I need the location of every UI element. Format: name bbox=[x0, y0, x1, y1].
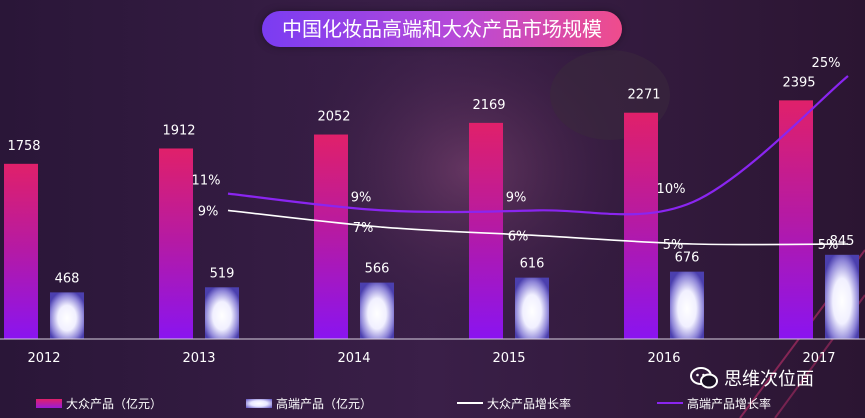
legend-swatch bbox=[36, 398, 62, 408]
x-tick-label: 2013 bbox=[182, 351, 215, 366]
mass-bar-series bbox=[4, 100, 813, 340]
mass-growth-point-label: 5% bbox=[818, 238, 839, 253]
mass-growth-point-label: 7% bbox=[353, 221, 374, 236]
premium-growth-point-label: 10% bbox=[657, 182, 686, 197]
mass-bar bbox=[4, 163, 38, 339]
legend-swatch bbox=[657, 402, 683, 404]
x-tick-label: 2015 bbox=[492, 351, 525, 366]
wechat-watermark: 思维次位面 bbox=[690, 364, 814, 392]
legend-label: 大众产品增长率 bbox=[487, 396, 572, 411]
premium-bar bbox=[50, 292, 84, 339]
premium-bar-value-label: 845 bbox=[830, 234, 855, 249]
mass-bar-value-label: 2395 bbox=[782, 75, 815, 90]
premium-growth-point-label: 9% bbox=[506, 190, 527, 205]
premium-bar bbox=[360, 282, 394, 339]
premium-growth-line bbox=[227, 75, 849, 216]
watermark-text: 思维次位面 bbox=[724, 369, 814, 390]
legend-swatch bbox=[246, 398, 272, 408]
mass-growth-line bbox=[227, 209, 849, 246]
mass-bar-value-label: 2271 bbox=[627, 88, 660, 103]
mass-bar bbox=[314, 134, 348, 339]
mass-bar bbox=[469, 122, 503, 340]
premium-growth-point-label: 11% bbox=[192, 174, 221, 189]
legend-item-premium-bar: 高端产品（亿元） bbox=[246, 393, 372, 413]
mass-bar-value-label: 1758 bbox=[7, 139, 40, 154]
premium-bar-value-label: 519 bbox=[210, 266, 235, 281]
legend-item-premium-growth: 高端产品增长率 bbox=[657, 393, 771, 413]
mass-growth-point-label: 6% bbox=[508, 230, 529, 245]
mass-bar-value-label: 1912 bbox=[162, 123, 195, 138]
chart-legend: 大众产品（亿元） 高端产品（亿元） 大众产品增长率 高端产品增长率 bbox=[0, 391, 865, 415]
x-tick-label: 2016 bbox=[647, 351, 680, 366]
legend-item-mass-growth: 大众产品增长率 bbox=[457, 393, 571, 413]
premium-growth-point-label: 9% bbox=[351, 190, 372, 205]
mass-bar-value-label: 2052 bbox=[317, 110, 350, 125]
legend-label: 大众产品（亿元） bbox=[66, 396, 163, 411]
premium-bar bbox=[515, 277, 549, 339]
x-tick-label: 2014 bbox=[337, 351, 370, 366]
mass-bar bbox=[624, 112, 658, 339]
legend-label: 高端产品增长率 bbox=[687, 396, 772, 411]
x-axis-tick-labels: 2012 2013 2014 2015 2016 2017 bbox=[27, 351, 835, 366]
premium-bar bbox=[670, 271, 704, 339]
mass-bar bbox=[779, 100, 813, 340]
chart-title: 中国化妆品高端和大众产品市场规模 bbox=[262, 11, 622, 47]
premium-bar-value-label: 468 bbox=[55, 271, 80, 286]
premium-bar-series bbox=[50, 254, 859, 339]
premium-growth-point-label: 25% bbox=[812, 56, 841, 71]
premium-bar bbox=[825, 254, 859, 339]
data-labels: 1758 468 1912 519 2052 566 2169 616 2271 676 2395 8… bbox=[7, 56, 854, 286]
premium-bar-value-label: 566 bbox=[365, 262, 390, 277]
wechat-icon bbox=[690, 366, 718, 390]
mass-bar-value-label: 2169 bbox=[472, 98, 505, 113]
legend-item-mass-bar: 大众产品（亿元） bbox=[36, 393, 162, 413]
growth-line-series bbox=[227, 75, 849, 246]
premium-bar-value-label: 616 bbox=[520, 257, 545, 272]
legend-swatch bbox=[457, 402, 483, 404]
mass-growth-point-label: 5% bbox=[663, 238, 684, 253]
premium-bar-value-label: 676 bbox=[675, 251, 700, 266]
legend-label: 高端产品（亿元） bbox=[276, 396, 373, 411]
mass-growth-point-label: 9% bbox=[198, 204, 219, 219]
x-tick-label: 2017 bbox=[802, 351, 835, 366]
x-tick-label: 2012 bbox=[27, 351, 60, 366]
premium-bar bbox=[205, 287, 239, 339]
mass-bar bbox=[159, 148, 193, 339]
